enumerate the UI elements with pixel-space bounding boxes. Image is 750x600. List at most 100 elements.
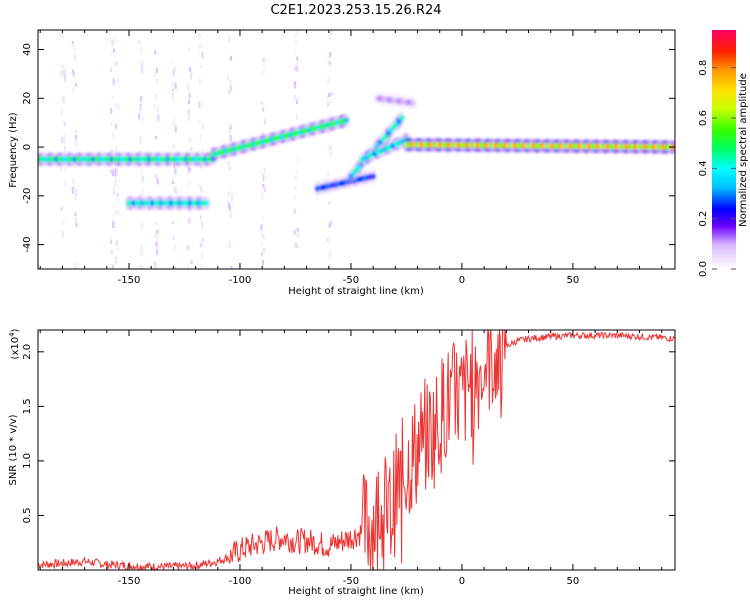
noise-speck (263, 167, 265, 173)
noise-speck (328, 55, 330, 60)
noise-speck (328, 145, 330, 151)
noise-speck (294, 81, 296, 84)
noise-speck (110, 122, 112, 126)
noise-speck (62, 218, 64, 225)
noise-speck (294, 231, 296, 235)
noise-speck (142, 176, 144, 183)
noise-speck (75, 142, 77, 147)
noise-speck (230, 125, 232, 130)
noise-speck (229, 80, 231, 86)
noise-speck (157, 179, 159, 185)
noise-speck (297, 170, 299, 174)
noise-speck (111, 52, 113, 56)
noise-speck (73, 45, 75, 51)
noise-speck (202, 52, 204, 58)
noise-speck (61, 110, 63, 116)
noise-speck (155, 174, 157, 179)
noise-speck (142, 222, 144, 226)
noise-speck (74, 262, 76, 268)
noise-speck (173, 144, 175, 149)
noise-speck (295, 242, 297, 248)
noise-speck (200, 243, 202, 247)
noise-speck (64, 168, 66, 173)
noise-speck (114, 103, 116, 108)
snr-x-tick-label: -150 (118, 576, 141, 587)
colorbar-tick-label: 0.2 (698, 211, 709, 227)
noise-speck (229, 190, 231, 193)
spectrogram-x-axis-label: Height of straight line (km) (288, 286, 424, 297)
noise-speck (294, 196, 296, 199)
noise-speck (295, 40, 297, 44)
snr-y-tick-label: 0.5 (22, 508, 33, 524)
noise-speck (173, 176, 175, 180)
spectrogram-y-axis-label: Frequency (Hz) (8, 112, 19, 188)
noise-speck (140, 251, 142, 256)
snr-y-tick-label: 1.0 (22, 453, 33, 469)
colorbar-tick-label: 0.0 (698, 261, 709, 277)
noise-speck (261, 101, 263, 105)
noise-speck (264, 236, 266, 240)
colorbar-label: Normalized spectral amplitude (738, 73, 749, 227)
noise-speck (115, 211, 117, 216)
noise-speck (230, 56, 232, 61)
noise-speck (155, 136, 157, 139)
noise-speck (261, 191, 263, 198)
noise-speck (111, 39, 113, 45)
noise-speck (263, 248, 265, 253)
feature-core (399, 115, 404, 121)
noise-speck (112, 170, 114, 176)
noise-speck (117, 193, 119, 196)
noise-speck (156, 236, 158, 243)
noise-speck (156, 249, 158, 256)
noise-speck (295, 185, 297, 190)
noise-speck (155, 231, 157, 237)
noise-speck (63, 69, 65, 74)
noise-speck (142, 189, 144, 196)
noise-speck (327, 238, 329, 241)
noise-speck (116, 169, 118, 175)
noise-speck (171, 95, 173, 99)
noise-speck (331, 92, 333, 96)
spectrogram-y-tick-label: -40 (22, 236, 33, 252)
noise-speck (154, 262, 156, 266)
noise-speck (227, 75, 229, 81)
noise-speck (140, 265, 142, 269)
colorbar-tick-label: 0.6 (698, 110, 709, 126)
noise-speck (173, 236, 175, 241)
noise-speck (113, 49, 115, 53)
noise-speck (113, 78, 115, 83)
noise-speck (72, 178, 74, 183)
noise-speck (141, 245, 143, 251)
noise-speck (262, 107, 264, 111)
noise-speck (172, 90, 174, 94)
noise-speck (173, 99, 175, 105)
noise-speck (139, 104, 141, 111)
noise-speck (202, 244, 204, 248)
noise-speck (199, 101, 201, 108)
noise-speck (140, 96, 142, 102)
noise-speck (115, 123, 117, 129)
noise-speck (118, 105, 120, 110)
noise-speck (296, 114, 298, 120)
noise-speck (140, 136, 142, 143)
noise-speck (114, 229, 116, 232)
noise-speck (231, 198, 233, 204)
snr-x-tick-label: -100 (229, 576, 252, 587)
noise-speck (189, 93, 191, 98)
noise-speck (174, 67, 176, 71)
noise-speck (296, 57, 298, 61)
noise-speck (138, 113, 140, 119)
colorbar: 0.00.20.40.60.8 Normalized spectral ampl… (698, 30, 749, 277)
noise-speck (199, 33, 201, 38)
noise-speck (110, 68, 112, 72)
spectrogram-y-tick-label: 20 (22, 92, 33, 105)
noise-speck (75, 129, 77, 133)
spectrogram-x-tick-label: -150 (118, 275, 141, 286)
noise-speck (72, 41, 74, 44)
noise-speck (229, 89, 231, 96)
noise-speck (140, 61, 142, 67)
noise-speck (140, 47, 142, 54)
noise-speck (262, 184, 264, 188)
noise-speck (75, 135, 77, 139)
noise-speck (172, 181, 174, 184)
